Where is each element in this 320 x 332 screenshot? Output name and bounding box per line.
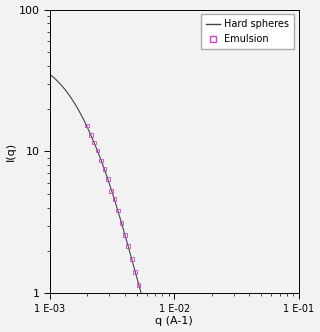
Point — [95, 148, 100, 153]
Point — [116, 208, 121, 213]
Point — [126, 244, 131, 249]
Point — [146, 317, 151, 322]
Point — [143, 306, 148, 311]
Point — [150, 330, 155, 332]
Point — [105, 176, 110, 182]
Point — [98, 158, 103, 163]
Point — [88, 132, 93, 138]
Point — [108, 188, 114, 194]
Point — [112, 197, 117, 202]
Point — [129, 257, 134, 262]
Point — [122, 232, 127, 237]
Point — [140, 293, 145, 298]
Point — [119, 221, 124, 226]
Point — [102, 167, 107, 172]
Y-axis label: I(q): I(q) — [5, 142, 16, 161]
Legend: Hard spheres, Emulsion: Hard spheres, Emulsion — [201, 14, 294, 49]
Point — [132, 269, 138, 274]
Point — [136, 283, 141, 288]
X-axis label: q (A-1): q (A-1) — [156, 316, 193, 326]
Point — [85, 123, 90, 128]
Point — [92, 140, 97, 145]
